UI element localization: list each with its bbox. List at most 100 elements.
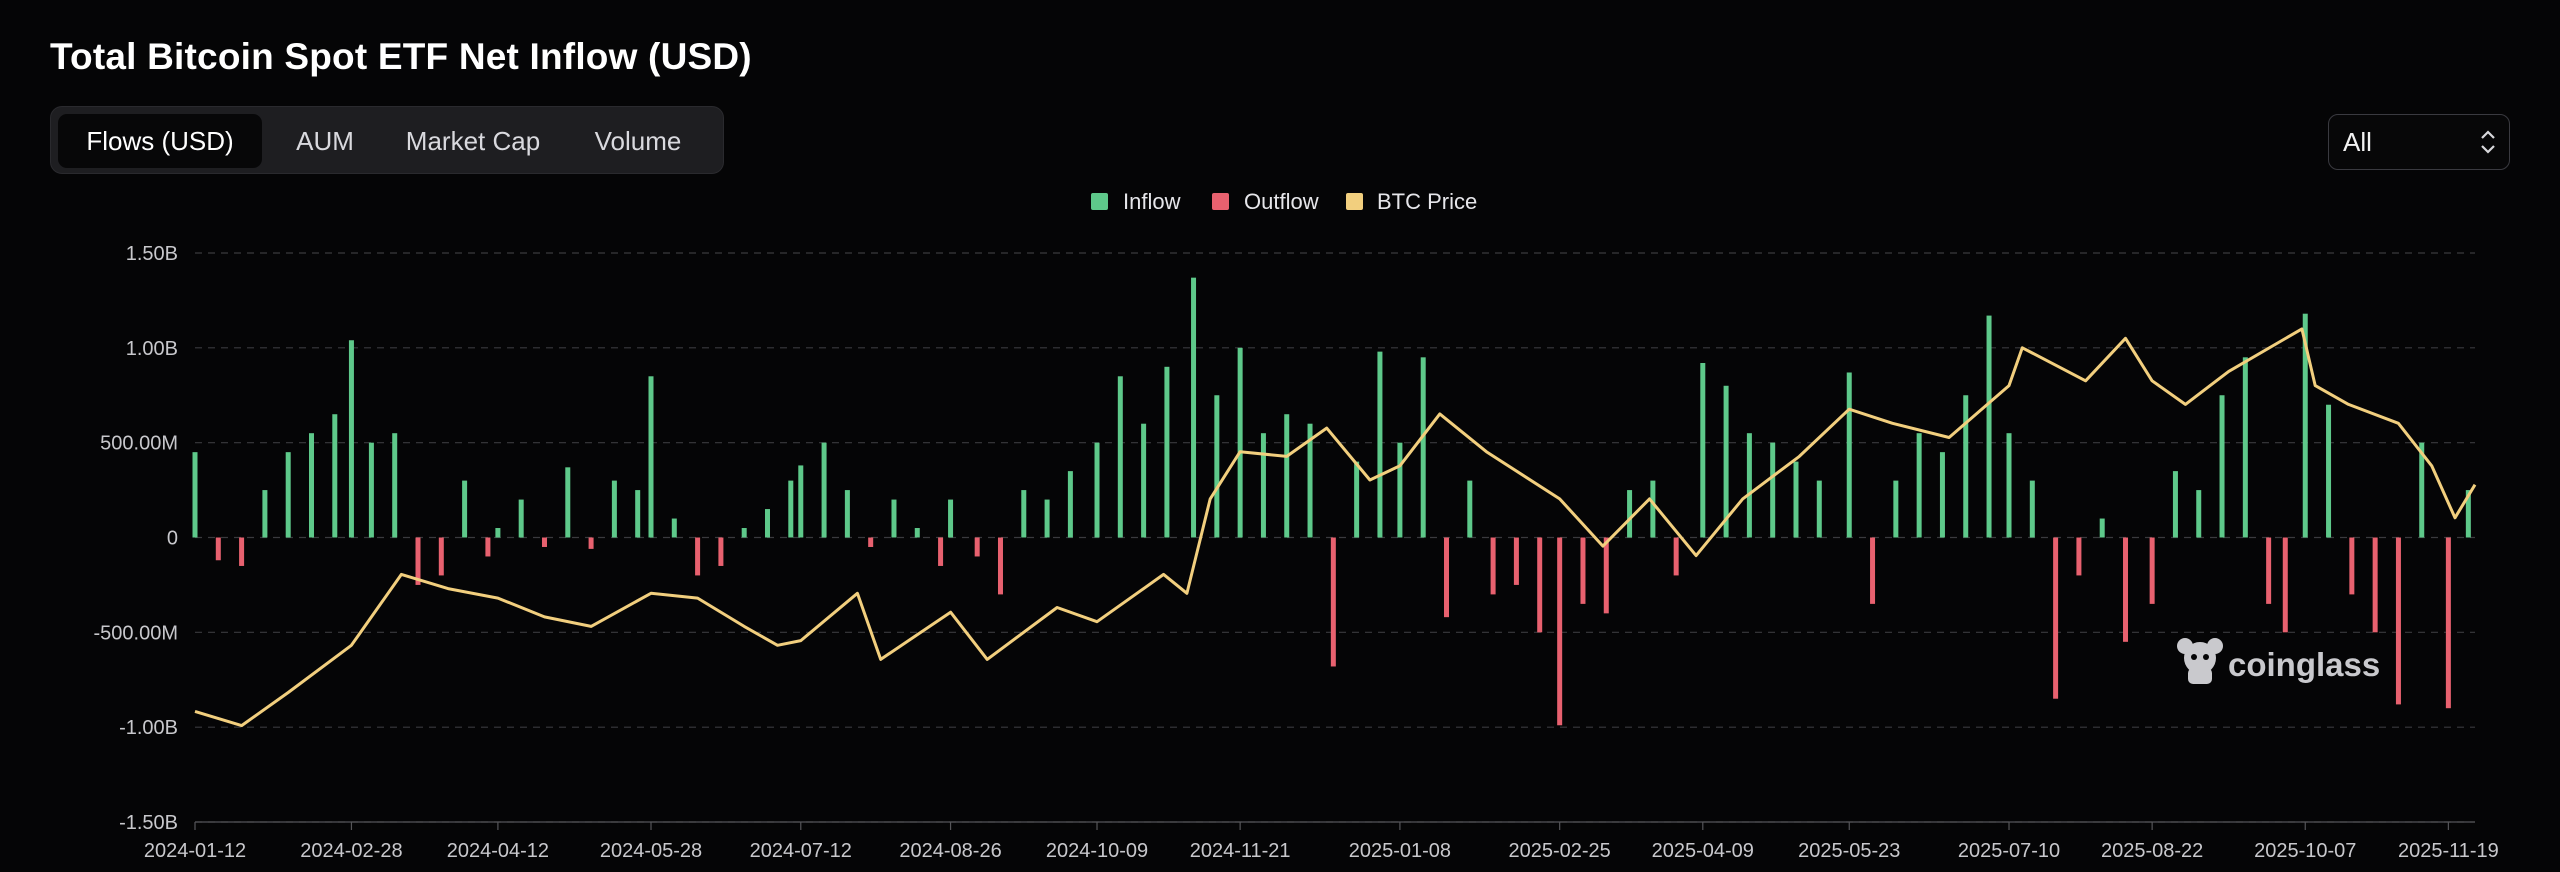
inflow-bar xyxy=(1164,366,1170,538)
inflow-bar xyxy=(1397,442,1403,538)
inflow-bar xyxy=(844,490,850,538)
inflow-bar xyxy=(1021,490,1027,538)
x-tick-label: 2025-02-25 xyxy=(1509,840,1611,862)
outflow-bar xyxy=(1444,537,1450,618)
outflow-bar xyxy=(588,537,594,549)
outflow-bar xyxy=(695,537,701,576)
outflow-bar xyxy=(1673,537,1679,576)
outflow-bar xyxy=(2349,537,2355,595)
updown-chevron-icon xyxy=(2481,130,2495,154)
coinglass-watermark: coinglass xyxy=(2177,638,2380,684)
tab-market-cap[interactable]: Market Cap xyxy=(405,126,541,156)
outflow-bar xyxy=(1330,537,1336,667)
inflow-bar xyxy=(1467,480,1473,538)
legend-swatch-inflow xyxy=(1091,193,1108,210)
inflow-bar xyxy=(462,480,468,538)
inflow-bar xyxy=(821,442,827,538)
inflow-bar xyxy=(788,480,794,538)
inflow-bar xyxy=(1939,452,1945,538)
inflow-bar xyxy=(2326,404,2332,538)
inflow-bar xyxy=(565,467,571,538)
range-select[interactable]: All xyxy=(2328,114,2510,170)
outflow-bar xyxy=(2149,537,2155,604)
inflow-bar xyxy=(1117,376,1123,538)
y-tick-label: -1.00B xyxy=(119,717,178,739)
outflow-bar xyxy=(2395,537,2401,705)
inflow-bar xyxy=(635,490,641,538)
x-tick-label: 2024-02-28 xyxy=(300,840,402,862)
outflow-bar xyxy=(1490,537,1496,595)
inflow-bar xyxy=(948,499,954,538)
inflow-bar xyxy=(1793,461,1799,538)
x-tick-label: 2024-04-12 xyxy=(447,840,549,862)
outflow-bar xyxy=(2053,537,2059,699)
outflow-bar xyxy=(1603,537,1609,614)
inflow-bar xyxy=(262,490,268,538)
inflow-bar xyxy=(1141,423,1147,538)
legend-label-outflow[interactable]: Outflow xyxy=(1244,189,1319,214)
legend-label-inflow[interactable]: Inflow xyxy=(1123,189,1181,214)
inflow-bar xyxy=(1963,395,1969,538)
btc-price-line xyxy=(194,327,2477,728)
inflow-bar xyxy=(1284,414,1290,538)
inflow-bar xyxy=(1723,385,1729,538)
y-tick-label: -500.00M xyxy=(94,622,179,644)
x-tick-label: 2024-11-21 xyxy=(1190,840,1291,862)
inflow-bar xyxy=(2029,480,2035,538)
inflow-bar xyxy=(1237,347,1243,538)
outflow-bar xyxy=(1580,537,1586,604)
outflow-bar xyxy=(541,537,547,547)
inflow-bar xyxy=(1770,442,1776,538)
outflow-bar xyxy=(2445,537,2451,709)
outflow-bar xyxy=(1537,537,1543,633)
inflow-bar xyxy=(495,528,501,538)
inflow-bar xyxy=(2302,313,2308,538)
tab-flows-usd[interactable]: Flows (USD) xyxy=(58,114,262,168)
inflow-bar xyxy=(1627,490,1633,538)
outflow-bar xyxy=(2123,537,2129,642)
tab-aum[interactable]: AUM xyxy=(296,126,354,156)
range-select-value: All xyxy=(2343,127,2372,157)
inflow-bar xyxy=(798,465,804,538)
inflow-bar xyxy=(392,433,398,538)
x-tick-label: 2024-07-12 xyxy=(750,840,852,862)
x-tick-label: 2024-05-28 xyxy=(600,840,702,862)
y-tick-label: 1.00B xyxy=(126,338,178,360)
inflow-bar xyxy=(2242,357,2248,538)
inflow-bar xyxy=(1650,480,1656,538)
outflow-bar xyxy=(2372,537,2378,633)
y-tick-label: 500.00M xyxy=(100,433,178,455)
inflow-bar xyxy=(308,433,314,538)
outflow-bar xyxy=(1870,537,1876,604)
outflow-bar xyxy=(2076,537,2082,576)
inflow-bar xyxy=(914,528,920,538)
outflow-bar xyxy=(938,537,944,566)
inflow-bar xyxy=(2419,442,2425,538)
legend-label-btc-price[interactable]: BTC Price xyxy=(1377,189,1477,214)
inflow-bar xyxy=(518,499,524,538)
inflow-bar xyxy=(2099,518,2105,538)
inflow-bar xyxy=(1260,433,1266,538)
outflow-bar xyxy=(2266,537,2272,604)
inflow-bar xyxy=(2172,471,2178,538)
inflow-bar xyxy=(1377,351,1383,538)
inflow-bar xyxy=(1846,372,1852,538)
x-tick-label: 2024-01-12 xyxy=(144,840,246,862)
inflow-bar xyxy=(2196,490,2202,538)
tab-volume[interactable]: Volume xyxy=(594,126,682,156)
x-tick-label: 2025-10-07 xyxy=(2254,840,2356,862)
inflow-bar xyxy=(1420,357,1426,538)
inflow-bar xyxy=(1044,499,1050,538)
inflow-bar xyxy=(1816,480,1822,538)
outflow-bar xyxy=(718,537,724,566)
outflow-bar xyxy=(215,537,221,561)
inflow-bar xyxy=(1986,315,1992,538)
inflow-bar xyxy=(1746,433,1752,538)
x-tick-label: 2025-07-10 xyxy=(1958,840,2060,862)
inflow-bar xyxy=(2006,433,2012,538)
x-tick-label: 2025-05-23 xyxy=(1798,840,1900,862)
inflow-bar xyxy=(1893,480,1899,538)
inflow-bar xyxy=(1191,277,1197,538)
btc-price-path xyxy=(194,327,2477,728)
